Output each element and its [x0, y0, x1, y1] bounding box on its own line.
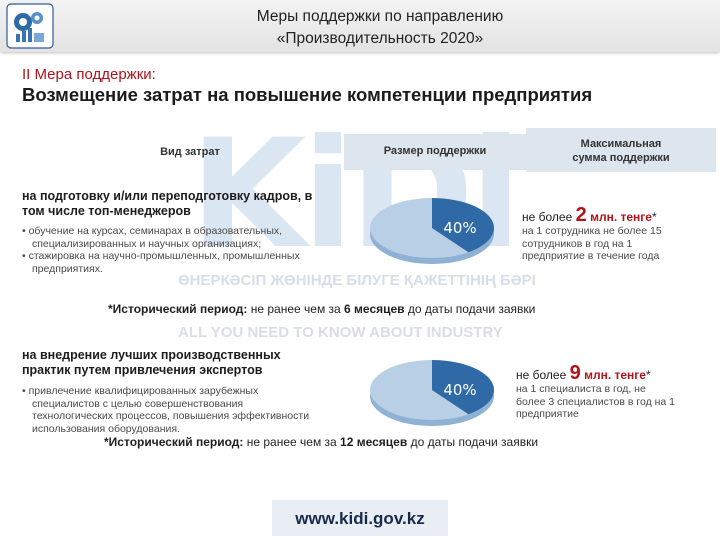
footer-url-link[interactable]: www.kidi.gov.kz — [295, 509, 425, 528]
header-band — [0, 0, 720, 52]
row1-max-desc-line3: предприятие в течение года — [522, 250, 660, 263]
row2-bullet1-line4: использования оборудования. — [32, 422, 180, 435]
row1-heading-line2: том числе топ-менеджеров — [22, 204, 191, 218]
row2-max-desc-line3: предприятие — [516, 408, 579, 421]
row2-historical-period: *Исторический период: не ранее чем за 12… — [104, 435, 538, 449]
section-label: II Мера поддержки: — [22, 66, 156, 83]
row1-heading: на подготовку и/или переподготовку кадро… — [22, 189, 352, 219]
row1-bullet1-line1: • обучение на курсах, семинарах в образо… — [22, 225, 283, 237]
row2-max-desc: на 1 специалиста в год, не более 3 специ… — [516, 383, 716, 421]
row2-max-number: 9 — [569, 362, 581, 384]
row1-pie-slice — [432, 198, 494, 253]
row2-bullet1-line2: специалистов с целью совершенствования — [32, 397, 244, 410]
page-title-line2: «Производительность 2020» — [276, 30, 484, 47]
row1-hist-text-b: до даты подачи заявки — [404, 302, 536, 316]
row1-historical-period: *Исторический период: не ранее чем за 6 … — [108, 302, 535, 316]
row2-max-unit: млн. тенге — [584, 368, 646, 382]
row2-bullet1-line3: технологических процессов, повышения эфф… — [32, 410, 310, 423]
row1-max-desc-line1: на 1 сотрудника не более 15 — [522, 225, 662, 237]
column-header-max-bg — [526, 128, 716, 172]
column-header-size-bg — [344, 134, 526, 170]
page-title-line1: Меры поддержки по направлению — [256, 8, 504, 25]
row2-heading-line2: практик путем привлечения экспертов — [22, 363, 263, 377]
row2-max-desc-line1: на 1 специалиста в год, не — [516, 383, 646, 395]
page-title: Меры поддержки по направлению «Производи… — [150, 6, 610, 50]
row1-bullet2-line2: предприятиях. — [32, 262, 103, 275]
kidi-logo-icon — [6, 3, 54, 49]
row2-percent-label: 40% — [443, 381, 476, 399]
row1-max-prefix: не более — [522, 210, 573, 224]
row1-max-desc-line2: сотрудников в год на 1 — [522, 237, 633, 250]
row2-bullets: • привлечение квалифицированных зарубежн… — [22, 385, 362, 435]
row2-pie: 40% — [370, 360, 494, 426]
row1-pie: 40% — [370, 198, 494, 264]
row2-pie-slice — [432, 360, 494, 415]
row2-heading-line1: на внедрение лучших производственных — [22, 348, 281, 362]
row1-hist-number: 6 месяцев — [344, 302, 405, 316]
column-header-max-line1: Максимальная — [580, 138, 662, 150]
row2-bullet1-line1: • привлечение квалифицированных зарубежн… — [22, 385, 259, 397]
column-header-max-line2: сумма поддержки — [572, 152, 670, 164]
row1-max-desc: на 1 сотрудника не более 15 сотрудников … — [522, 225, 718, 263]
row2-hist-label: *Исторический период: — [104, 435, 244, 449]
section-title: Возмещение затрат на повышение компетенц… — [22, 84, 593, 105]
row1-max-unit: млн. тенге — [590, 210, 652, 224]
row2-hist-number: 12 месяцев — [340, 435, 408, 449]
row2-max-prefix: не более — [516, 368, 567, 382]
row1-percent-label: 40% — [443, 219, 476, 237]
row1-bullet1-line2: специализированных и научных организация… — [32, 237, 262, 250]
row2-max-amount: не более 9 млн. тенге* — [516, 362, 716, 385]
footer-url-bg — [272, 500, 448, 536]
row2-heading: на внедрение лучших производственных пра… — [22, 348, 352, 378]
column-header-type: Вид затрат — [160, 146, 220, 158]
row1-bullet2-line1: • стажировка на научно-промышленных, про… — [22, 250, 300, 263]
row1-bullets: • обучение на курсах, семинарах в образо… — [22, 225, 352, 275]
row1-heading-line1: на подготовку и/или переподготовку кадро… — [22, 189, 313, 203]
column-header-size: Размер поддержки — [383, 145, 487, 157]
row1-hist-text-a: не ранее чем за — [247, 302, 345, 316]
row1-max-number: 2 — [575, 204, 587, 226]
row2-hist-text-b: до даты подачи заявки — [407, 435, 539, 449]
row2-max-desc-line2: более 3 специалистов в год на 1 — [516, 395, 676, 408]
row2-max-star: * — [645, 368, 651, 382]
watermark-line1: ӨНЕРКӘСІП ЖӨНІНДЕ БІЛУГЕ ҚАЖЕТТІНІҢ БӘРІ — [178, 272, 536, 289]
row1-hist-label: *Исторический период: — [108, 302, 248, 316]
row1-max-amount: не более 2 млн. тенге* — [522, 204, 718, 227]
column-header-max: Максимальная сумма поддержки — [526, 137, 716, 165]
row2-hist-text-a: не ранее чем за — [243, 435, 341, 449]
row1-max-star: * — [651, 210, 657, 224]
watermark-line2: ALL YOU NEED TO KNOW ABOUT INDUSTRY — [178, 324, 503, 341]
